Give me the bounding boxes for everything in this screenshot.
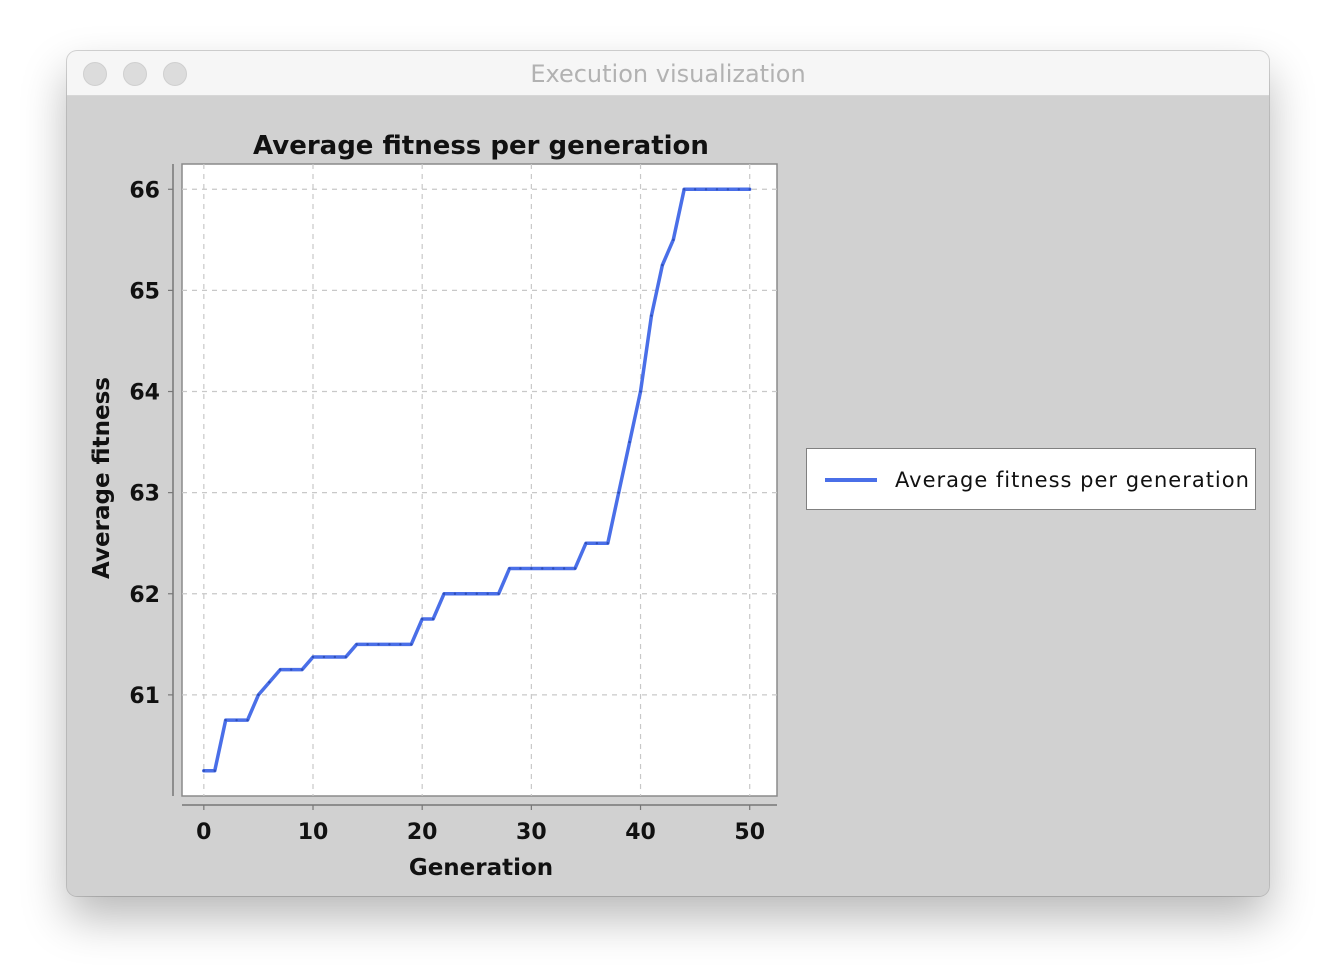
app-window: Execution visualization Average fitness … xyxy=(67,51,1269,896)
x-tick-label: 10 xyxy=(298,820,329,845)
data-point xyxy=(606,542,609,545)
window-title: Execution visualization xyxy=(530,60,806,88)
data-point xyxy=(726,188,730,191)
data-point xyxy=(683,188,686,191)
data-point xyxy=(541,567,544,570)
data-point xyxy=(311,655,315,659)
data-point xyxy=(388,643,391,646)
legend-series-swatch xyxy=(825,478,877,482)
data-point xyxy=(300,668,304,671)
data-point xyxy=(453,592,457,595)
data-point xyxy=(431,617,435,621)
data-point xyxy=(322,655,326,659)
data-point xyxy=(344,655,347,659)
data-point xyxy=(551,567,555,570)
data-point xyxy=(377,643,380,646)
data-point xyxy=(224,718,227,722)
data-point xyxy=(661,263,664,267)
y-tick-label: 64 xyxy=(129,381,160,406)
y-tick-label: 65 xyxy=(129,279,160,304)
data-point xyxy=(410,643,413,646)
data-point xyxy=(715,188,719,191)
data-point xyxy=(737,188,740,191)
data-point xyxy=(617,491,620,494)
chart-legend: Average fitness per generation xyxy=(806,448,1256,510)
x-axis-label: Generation xyxy=(409,855,553,881)
y-tick-label: 61 xyxy=(129,684,160,709)
minimize-window-button[interactable] xyxy=(123,62,147,86)
data-point xyxy=(704,188,708,191)
data-point xyxy=(257,693,260,697)
x-tick-label: 50 xyxy=(734,820,765,845)
data-point xyxy=(693,188,697,191)
data-point xyxy=(628,440,631,444)
data-point xyxy=(639,390,642,393)
x-tick-label: 20 xyxy=(407,820,438,845)
data-point xyxy=(235,718,238,722)
data-point xyxy=(202,769,206,772)
data-point xyxy=(562,567,566,570)
data-point xyxy=(672,238,675,242)
data-point xyxy=(442,592,446,595)
axes xyxy=(168,164,777,810)
data-point xyxy=(584,542,588,545)
y-tick-label: 62 xyxy=(129,583,160,608)
zoom-window-button[interactable] xyxy=(163,62,187,86)
y-tick-label: 63 xyxy=(129,482,160,507)
data-point xyxy=(279,668,282,671)
data-point xyxy=(366,643,369,646)
x-tick-label: 0 xyxy=(196,820,211,845)
line-chart: Average fitness per generation 0 10 20 30 40… xyxy=(89,131,778,881)
data-point xyxy=(573,567,577,570)
data-point xyxy=(486,592,489,595)
legend-series-label: Average fitness per generation xyxy=(895,468,1250,492)
plot-area xyxy=(181,163,778,797)
data-point xyxy=(508,567,511,570)
x-tick-label: 40 xyxy=(625,820,656,845)
series-group xyxy=(202,187,752,773)
data-point xyxy=(530,567,533,570)
data-point xyxy=(595,542,599,545)
y-tick-label: 66 xyxy=(129,178,160,203)
data-point xyxy=(748,188,751,191)
data-point xyxy=(464,592,468,595)
data-point xyxy=(399,643,402,646)
data-point xyxy=(475,592,478,595)
data-point xyxy=(355,643,358,646)
data-point xyxy=(246,718,249,722)
data-point xyxy=(268,681,271,684)
data-point xyxy=(213,769,216,772)
data-point xyxy=(420,617,424,621)
close-window-button[interactable] xyxy=(83,62,107,86)
data-point xyxy=(519,567,522,570)
tick-labels: 0 10 20 30 40 50 61 62 63 64 65 66 xyxy=(129,178,765,845)
x-tick-label: 30 xyxy=(516,820,547,845)
title-bar: Execution visualization xyxy=(67,51,1269,96)
y-axis-label: Average fitness xyxy=(89,377,115,579)
data-point xyxy=(289,668,293,671)
chart-panel: Average fitness per generation 0 10 20 30 40… xyxy=(67,96,1269,896)
data-point xyxy=(333,655,337,659)
data-point xyxy=(497,592,500,595)
data-point xyxy=(650,314,653,317)
chart-title: Average fitness per generation xyxy=(253,131,709,161)
